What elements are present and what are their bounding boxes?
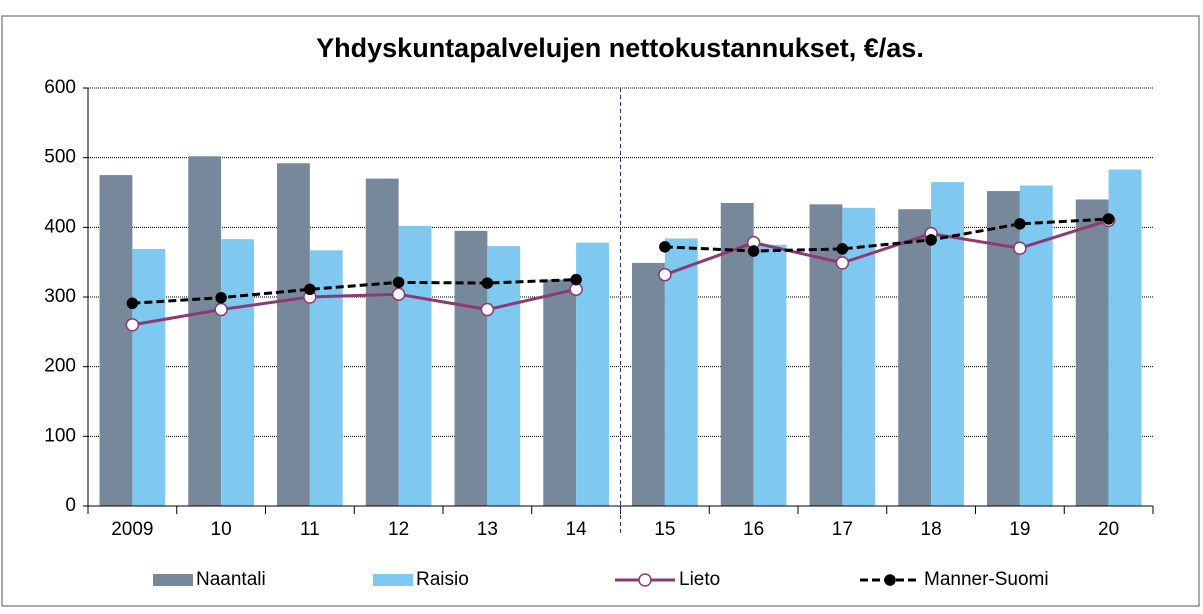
bar — [132, 248, 166, 506]
bar — [454, 230, 488, 507]
x-tick-label: 20 — [1098, 519, 1119, 540]
line — [664, 217, 1109, 253]
x-tick-label: 2009 — [111, 519, 153, 540]
marker — [215, 291, 227, 304]
x-tick-label: 12 — [388, 519, 409, 540]
marker — [1013, 241, 1027, 255]
bar — [365, 178, 399, 507]
marker — [304, 283, 316, 296]
y-tick-label: 600 — [44, 77, 76, 98]
bar — [987, 191, 1020, 506]
marker — [391, 287, 406, 301]
x-tick-label: 16 — [743, 519, 764, 540]
y-tick-label: 400 — [44, 216, 76, 237]
bar — [664, 238, 698, 507]
marker — [658, 267, 672, 282]
y-tick-label: 200 — [44, 356, 76, 377]
legend-label: Raisio — [416, 569, 469, 590]
marker — [659, 241, 671, 253]
legend-marker — [638, 573, 652, 587]
bar — [1075, 199, 1109, 506]
bar — [898, 209, 932, 506]
bar — [99, 175, 133, 507]
chart-title: Yhdyskuntapalvelujen nettokustannukset, … — [316, 33, 924, 63]
bar — [221, 239, 254, 506]
bar — [1019, 185, 1053, 507]
bar — [1108, 169, 1142, 506]
marker — [481, 277, 494, 289]
marker — [836, 243, 849, 255]
bar — [632, 262, 665, 506]
y-tick-label: 500 — [44, 147, 76, 168]
marker — [392, 276, 405, 289]
marker — [747, 245, 760, 257]
legend-swatch — [153, 574, 193, 586]
bar — [188, 156, 222, 507]
legend-swatch — [373, 574, 413, 586]
x-tick-label: 13 — [477, 519, 498, 540]
marker — [214, 302, 228, 317]
legend-marker — [884, 574, 896, 586]
marker — [570, 273, 582, 286]
y-tick-label: 300 — [44, 286, 76, 307]
y-tick-label: 0 — [65, 495, 76, 516]
bar — [277, 163, 310, 507]
marker — [126, 297, 139, 310]
line — [132, 278, 577, 305]
bar — [398, 225, 432, 506]
marker — [1014, 218, 1026, 230]
marker — [835, 256, 850, 270]
legend-label: Manner-Suomi — [924, 569, 1049, 590]
bar — [809, 204, 843, 507]
marker — [925, 234, 937, 246]
bar — [309, 250, 343, 506]
x-tick-label: 17 — [832, 519, 853, 540]
legend-label: Naantali — [196, 569, 266, 590]
x-tick-label: 18 — [921, 519, 942, 540]
x-tick-label: 15 — [654, 519, 675, 540]
line — [132, 287, 577, 327]
x-tick-label: 14 — [566, 519, 588, 540]
line — [664, 218, 1110, 277]
bar — [487, 246, 521, 507]
bar — [753, 244, 787, 506]
legend-label: Lieto — [679, 569, 720, 590]
x-tick-label: 19 — [1009, 519, 1030, 540]
bar — [543, 279, 577, 506]
x-tick-label: 10 — [211, 519, 232, 540]
x-tick-label: 11 — [300, 519, 320, 540]
marker — [125, 318, 140, 332]
y-tick-label: 100 — [44, 425, 76, 446]
marker — [480, 302, 495, 317]
marker — [1102, 213, 1115, 225]
